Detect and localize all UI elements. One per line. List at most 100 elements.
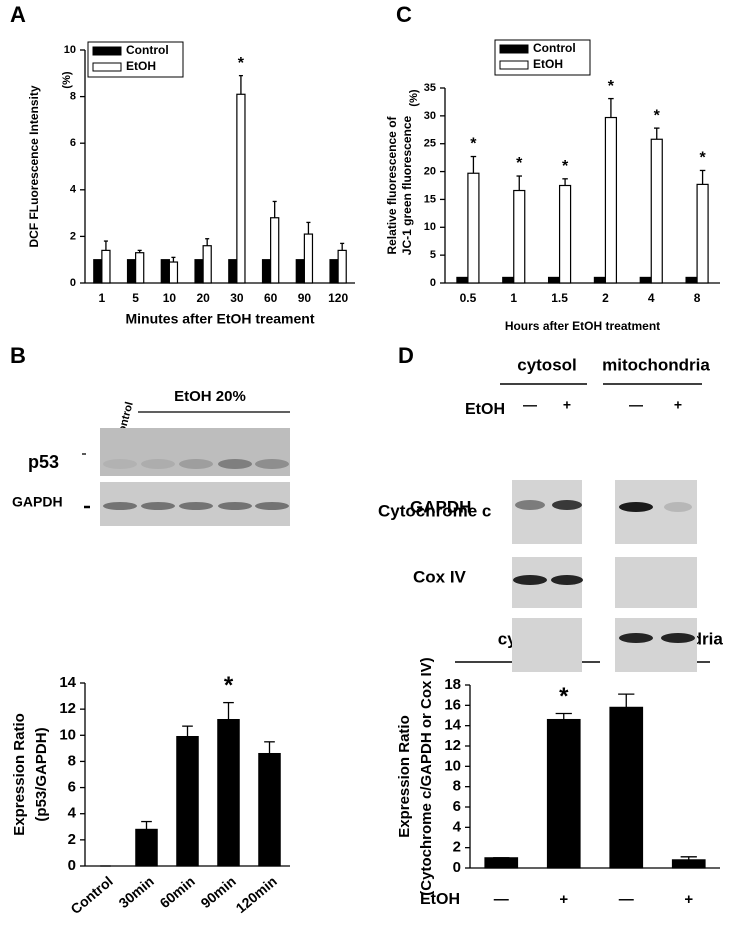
x-tick-label: 20 [196, 291, 210, 305]
bar [609, 706, 644, 869]
bar [484, 857, 519, 869]
significance-marker: * [608, 78, 615, 95]
bar [685, 276, 698, 284]
y-tick-label: 18 [444, 676, 461, 693]
bar [228, 259, 238, 284]
blot-band [664, 502, 692, 512]
y-tick-label: 12 [444, 737, 461, 754]
y-tick-label: 10 [59, 726, 76, 743]
x-tick-label: 60min [157, 873, 198, 911]
bar [176, 735, 199, 867]
blot-lane-label: + [674, 397, 682, 413]
blot-lane-label: + [563, 397, 571, 413]
significance-marker: * [654, 107, 661, 124]
bar [194, 259, 204, 284]
y-axis-label: JC-1 green fluorescence [400, 115, 414, 255]
y-tick-label: 15 [424, 193, 436, 205]
blot-membrane [615, 480, 697, 544]
bar [303, 233, 314, 284]
blot-row-label: GAPDH [410, 497, 471, 516]
y-axis-label: (Cytochrome c/GAPDH or Cox IV) [418, 657, 435, 895]
y-tick-label: 30 [424, 110, 436, 122]
bar [639, 276, 652, 284]
bar [696, 183, 709, 284]
bar [604, 116, 618, 284]
blot-band [515, 500, 545, 510]
bar [456, 276, 469, 284]
bar [329, 259, 339, 284]
y-axis-unit: (%) [408, 89, 420, 106]
significance-marker: * [516, 155, 523, 172]
panel-letter: A [10, 2, 26, 27]
bar [236, 93, 246, 284]
blot-band [619, 633, 653, 643]
blot-band [218, 459, 252, 469]
x-tick-label: 120 [328, 291, 348, 305]
y-tick-label: 10 [64, 44, 76, 56]
blot-band [619, 502, 653, 512]
bar [135, 252, 145, 284]
y-tick-label: 4 [70, 184, 77, 196]
x-axis-label: Hours after EtOH treatment [505, 319, 660, 333]
x-tick-label: 30min [116, 873, 157, 911]
y-tick-label: 8 [68, 752, 76, 769]
panel-letter: D [398, 343, 414, 368]
significance-marker: * [559, 683, 569, 710]
y-tick-label: 16 [444, 696, 461, 713]
x-tick-label: 1 [99, 291, 106, 305]
y-tick-label: 20 [424, 165, 436, 177]
legend-label: Control [533, 41, 576, 55]
blot-membrane [512, 618, 582, 672]
y-tick-label: 0 [70, 277, 76, 289]
bar [558, 184, 572, 284]
bar [261, 259, 272, 284]
x-tick-label: 90 [298, 291, 312, 305]
significance-marker: * [562, 158, 569, 175]
x-axis-label: Minutes after EtOH treament [125, 311, 314, 327]
bar [126, 259, 137, 284]
bar [160, 259, 170, 284]
legend-swatch [92, 46, 122, 56]
blot-group-label: cytosol [517, 355, 577, 374]
x-tick-label: 4 [648, 291, 655, 305]
y-tick-label: 6 [68, 779, 76, 796]
bar [93, 259, 103, 284]
bar [135, 828, 158, 867]
x-tick-label: 8 [694, 291, 701, 305]
y-axis-label: DCF FLuorescence Intensity [27, 85, 41, 247]
y-axis-label: Relative fluorescence of [385, 115, 399, 254]
x-tick-label: 2 [602, 291, 609, 305]
x-tick-label: 1 [510, 291, 517, 305]
x-tick-label: + [559, 891, 568, 908]
bar [337, 249, 347, 284]
legend-label: EtOH [533, 57, 563, 71]
y-tick-label: 0 [430, 277, 436, 289]
x-tick-label: — [494, 891, 509, 908]
bar [258, 752, 281, 867]
y-tick-label: 5 [430, 249, 436, 261]
y-tick-label: 10 [424, 221, 436, 233]
x-row-label: EtOH [420, 891, 460, 908]
blot-band [552, 500, 582, 510]
y-axis-label: Expression Ratio [11, 713, 28, 836]
blot-band [255, 459, 289, 469]
y-tick-label: 0 [68, 857, 76, 874]
blot-row-label: Cytochrome c [378, 501, 491, 520]
significance-marker: * [699, 150, 706, 167]
blot-membrane [512, 480, 582, 544]
y-tick-label: 2 [453, 839, 461, 856]
blot-band [179, 459, 213, 469]
y-tick-label: 0 [453, 859, 461, 876]
y-tick-label: 10 [444, 757, 461, 774]
blot-band [179, 502, 213, 510]
y-tick-label: 14 [59, 674, 76, 691]
x-tick-label: — [619, 891, 634, 908]
blot-band [141, 502, 175, 510]
blot-group-header: EtOH 20% [174, 388, 246, 405]
bar [202, 245, 212, 284]
bar [671, 859, 706, 869]
x-tick-label: 120min [233, 873, 280, 916]
blot-row-label: p53 [28, 452, 59, 472]
x-tick-label: 30 [230, 291, 244, 305]
x-tick-label: + [684, 891, 693, 908]
